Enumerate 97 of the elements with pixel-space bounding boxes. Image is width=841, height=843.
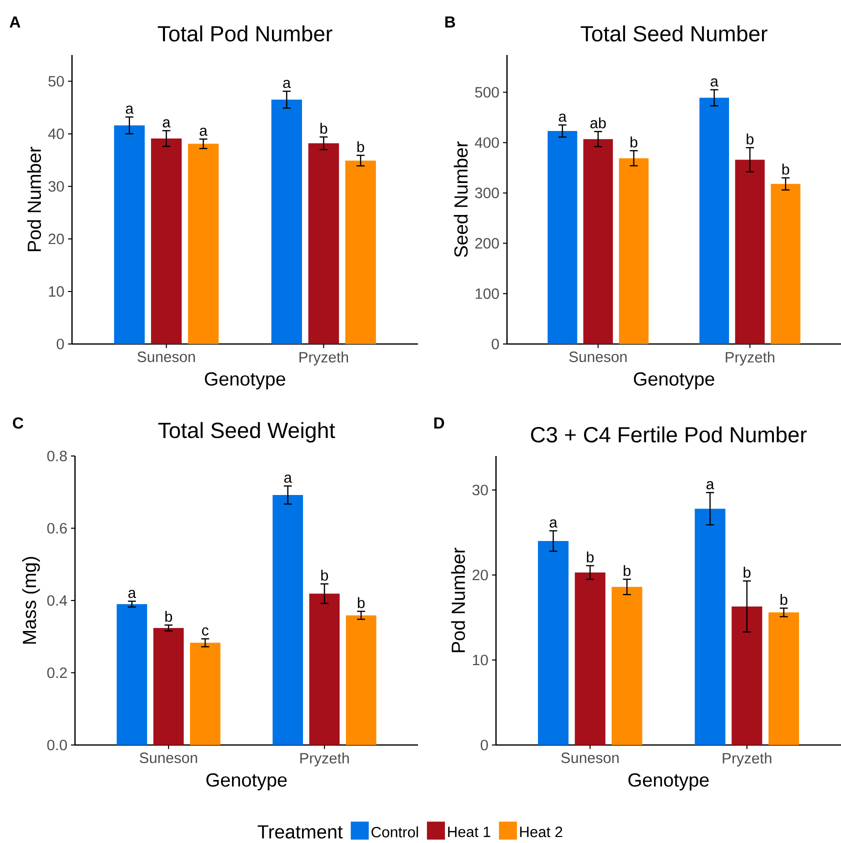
y-tick-label: 30 (48, 181, 64, 192)
x-tick-label: Suneson (569, 352, 627, 362)
bar (116, 604, 148, 746)
legend-label: Heat 1 (448, 826, 490, 838)
data-label: a (706, 481, 714, 490)
chart-title: Total Seed Number (580, 25, 768, 42)
bar (114, 125, 145, 344)
data-label: a (284, 474, 292, 483)
text: A (10, 16, 20, 28)
chart-title: Total Seed Weight (158, 422, 336, 443)
y-axis-title: Seed Number (454, 141, 468, 258)
data-label: b (744, 566, 750, 578)
data-label: a (162, 119, 171, 128)
y-tick-label: 0 (480, 740, 488, 750)
data-label: a (200, 128, 208, 136)
x-tick-label: Pryzeth (722, 752, 772, 766)
y-tick-label: 400 (474, 137, 499, 148)
chart-title: Total Pod Number (158, 25, 332, 42)
y-tick-label: 200 (475, 238, 499, 249)
data-label: a (128, 590, 136, 598)
y-tick-label: 0.8 (47, 450, 67, 462)
data-label: b (165, 610, 172, 622)
bar (574, 572, 606, 746)
bar (271, 100, 302, 344)
text: D (434, 418, 444, 428)
data-label: a (550, 519, 558, 528)
text: C (12, 417, 24, 429)
data-label: b (358, 597, 365, 608)
chart-title: C3 + C4 Fertile Pod Number (531, 426, 807, 443)
data-label: a (558, 114, 567, 122)
bar (699, 98, 730, 344)
x-tick-label: Suneson (561, 752, 619, 764)
data-label: b (357, 141, 364, 152)
y-tick-label: 0 (492, 338, 499, 350)
text: B (445, 16, 456, 28)
x-axis-title: Genotype (206, 773, 287, 790)
y-tick-label: 10 (49, 286, 64, 297)
y-tick-label: 0.6 (47, 522, 67, 534)
x-axis-title: Genotype (204, 372, 286, 390)
y-tick-label: 50 (48, 76, 64, 87)
y-axis-title: Mass (mg) (22, 557, 40, 644)
y-tick-label: 500 (475, 86, 499, 98)
bar (768, 612, 800, 746)
x-tick-label: Suneson (140, 752, 198, 764)
bar (612, 586, 642, 746)
bar (732, 606, 762, 746)
bar (583, 139, 613, 344)
x-tick-label: Pryzeth (726, 352, 774, 366)
bar (151, 138, 182, 344)
x-tick-label: Pryzeth (300, 752, 349, 766)
bar (346, 615, 376, 746)
x-axis-title: Genotype (634, 372, 714, 390)
bar (618, 158, 649, 344)
data-label: b (782, 164, 790, 175)
data-label: b (321, 570, 328, 581)
data-label: b (586, 551, 594, 562)
bar (770, 184, 800, 344)
x-tick-label: Pryzeth (300, 352, 348, 366)
y-axis-title: Pod Number (451, 548, 466, 652)
data-label: b (630, 136, 638, 148)
data-label: b (624, 565, 630, 576)
data-label: b (780, 594, 788, 605)
x-tick-label: Suneson (138, 352, 195, 362)
y-tick-label: 40 (48, 128, 64, 140)
legend-label: Heat 2 (520, 826, 562, 838)
bar (309, 594, 340, 746)
data-label: ab (590, 117, 606, 128)
bar (694, 508, 726, 746)
data-label: b (746, 133, 754, 144)
y-tick-label: 0.0 (47, 740, 67, 750)
x-axis-title: Genotype (628, 773, 709, 790)
bar (345, 160, 376, 344)
bar (272, 495, 304, 746)
y-tick-label: 20 (48, 234, 64, 244)
y-tick-label: 0.4 (47, 595, 68, 606)
data-label: b (320, 122, 328, 134)
y-tick-label: 20 (472, 570, 488, 580)
bar (188, 144, 219, 344)
y-tick-label: 30 (472, 484, 488, 496)
y-tick-label: 0.2 (47, 667, 67, 678)
data-label: a (283, 80, 291, 88)
bar (153, 628, 184, 746)
y-tick-label: 300 (475, 188, 499, 198)
bar (548, 131, 578, 344)
legend-title: Treatment (258, 825, 343, 839)
bar (190, 642, 220, 746)
y-tick-label: 10 (473, 654, 488, 666)
bar (735, 160, 765, 344)
legend-label: Control (372, 826, 418, 838)
data-label: a (126, 106, 134, 114)
y-axis-title: Pod Number (27, 146, 42, 252)
y-tick-label: 100 (476, 288, 499, 299)
data-label: c (202, 627, 209, 636)
data-label: a (710, 78, 718, 87)
y-tick-label: 0 (56, 338, 64, 350)
bar (538, 541, 569, 746)
bar (308, 143, 339, 344)
